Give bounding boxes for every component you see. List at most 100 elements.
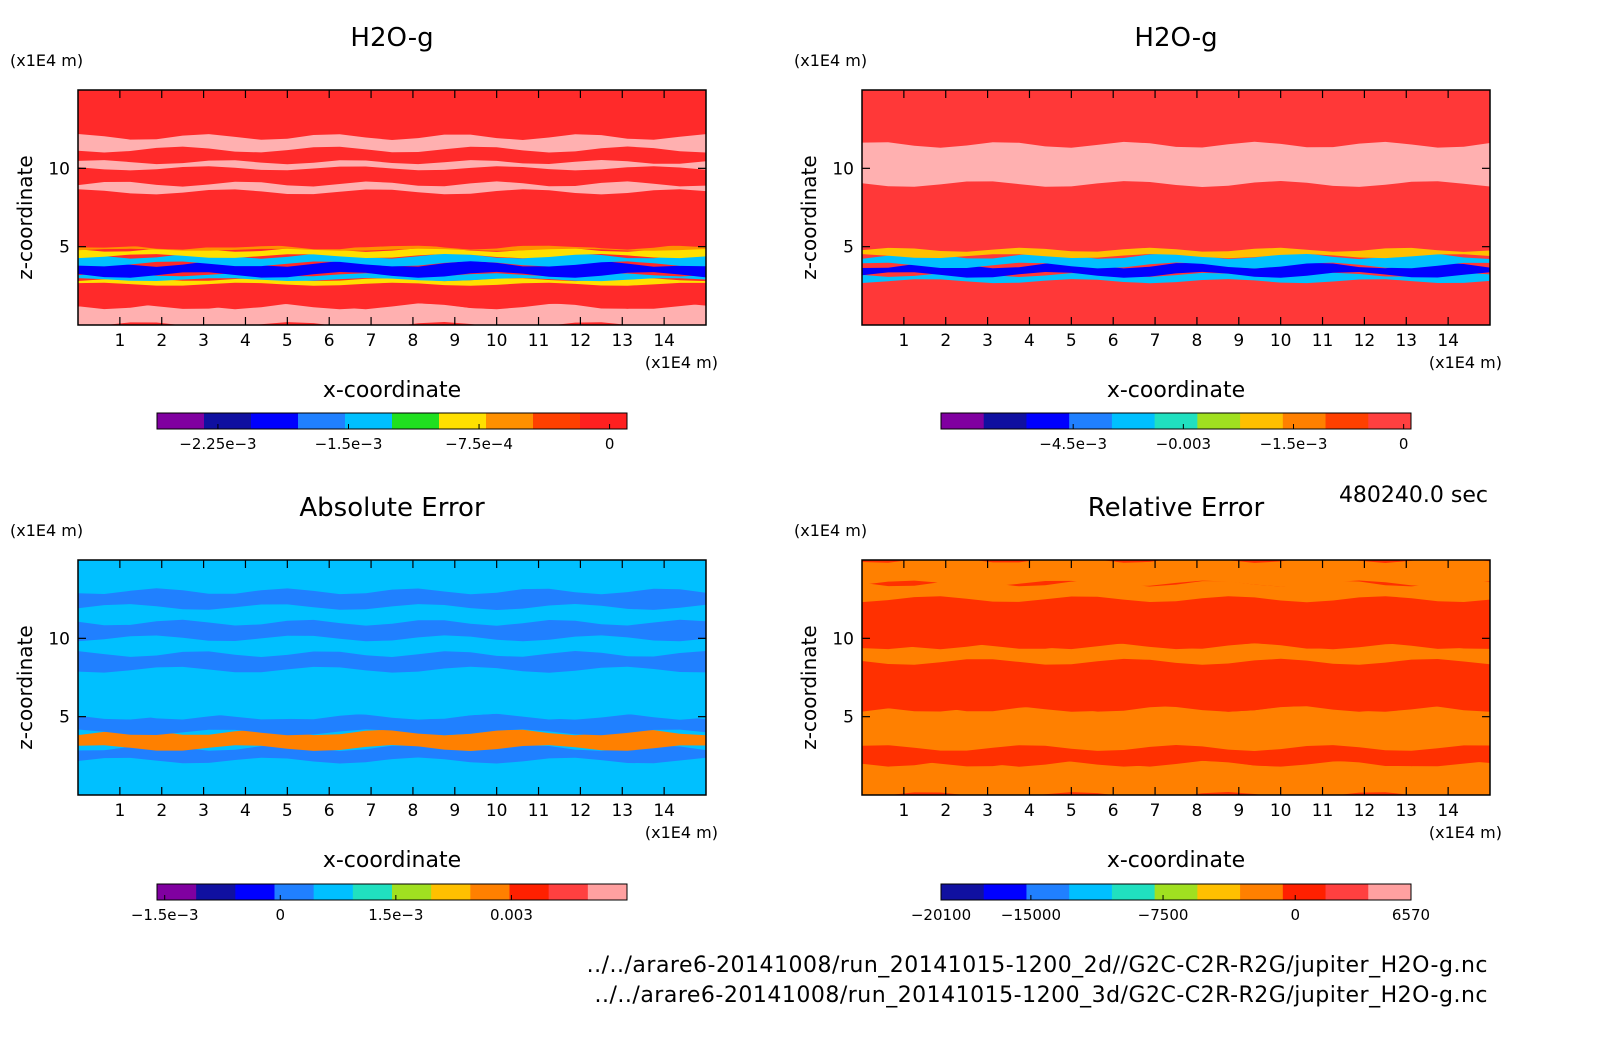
colorbar-swatch [157, 884, 197, 900]
colorbar-tick-label: −7.5e−4 [445, 435, 513, 453]
contour-band [862, 272, 1490, 284]
colorbar-swatch [983, 413, 1027, 429]
colorbar-frame [940, 412, 1412, 430]
contour-band [78, 619, 706, 642]
colorbar-swatch [983, 884, 1027, 900]
colorbar-swatch [392, 413, 440, 429]
colorbar-tick-label: −1.5e−3 [131, 906, 199, 924]
contour-band [862, 705, 1490, 751]
y-axis-label: z-coordinate [797, 155, 821, 279]
chart-panel-4: Relative Error(x1E4 m)1 2 3 4 5 6 7 8 9 10 11 12 13 1… [794, 493, 1502, 924]
colorbar-swatch [1069, 884, 1113, 900]
colorbar-swatch [1282, 413, 1327, 429]
x-tick-label: 3 [198, 331, 209, 351]
colorbar-swatch [1069, 413, 1113, 429]
contour-band [862, 560, 1490, 587]
x-unit-label: (x1E4 m) [1429, 353, 1502, 372]
x-tick-label: 14 [1437, 801, 1459, 821]
x-tick-label: 8 [408, 331, 419, 351]
colorbar-tick-label: −4.5e−3 [1039, 435, 1107, 453]
contour-band [862, 141, 1490, 187]
contour-band [78, 247, 706, 259]
contour-band [78, 757, 706, 795]
x-tick-label: 14 [1437, 331, 1459, 351]
contour-band [862, 253, 1490, 269]
y-axis-label: z-coordinate [13, 155, 37, 279]
file-path-1: ../../arare6-20141008/run_20141015-1200_… [586, 953, 1488, 978]
colorbar-tick-label: 0 [605, 435, 615, 453]
x-tick-label: 5 [1066, 801, 1077, 821]
contour-band [862, 262, 1490, 278]
colorbar-frame [156, 412, 628, 430]
colorbar-tick-label: −1.5e−3 [1260, 435, 1328, 453]
x-tick-label: 13 [611, 801, 633, 821]
contour-band [78, 281, 706, 310]
colorbar-tick-label: −1.5e−3 [315, 435, 383, 453]
x-tick-label: 12 [1354, 801, 1376, 821]
x-tick-label: 5 [1066, 331, 1077, 351]
y-tick-label: 10 [832, 159, 854, 179]
plot-frame [861, 89, 1491, 326]
x-tick-label: 8 [408, 801, 419, 821]
colorbar-tick-label: −2.25e−3 [179, 435, 256, 453]
x-tick-label: 1 [114, 801, 125, 821]
contour-band [78, 588, 706, 610]
colorbar-tick-label: 1.5e−3 [368, 906, 423, 924]
y-axis-label: z-coordinate [13, 625, 37, 749]
contour-band [862, 658, 1490, 712]
x-tick-label: 3 [198, 801, 209, 821]
x-tick-label: 2 [156, 801, 167, 821]
x-tick-label: 5 [282, 801, 293, 821]
colorbar-swatch [1026, 413, 1070, 429]
y-unit-label: (x1E4 m) [10, 521, 83, 540]
x-tick-label: 4 [240, 331, 251, 351]
contour-band [862, 745, 1490, 767]
colorbar: −1.5e−3 0 1.5e−3 0.003 [131, 883, 628, 924]
contour-band [78, 181, 706, 195]
colorbar-swatch [941, 413, 985, 429]
colorbar-swatch [587, 884, 628, 900]
chart-title: Relative Error [1088, 493, 1265, 523]
x-unit-label: (x1E4 m) [645, 353, 718, 372]
x-tick-label: 12 [1354, 331, 1376, 351]
contour-band [862, 596, 1490, 650]
colorbar-swatch [345, 413, 393, 429]
x-tick-label: 2 [940, 331, 951, 351]
contour-band [78, 729, 706, 751]
x-tick-label: 3 [982, 801, 993, 821]
y-axis-label: z-coordinate [797, 625, 821, 749]
colorbar: −20100 −15000 −7500 0 6570 [911, 883, 1430, 924]
y-tick-label: 5 [843, 708, 854, 728]
x-tick-label: 9 [1233, 801, 1244, 821]
contour-band [78, 303, 706, 325]
contour-band [862, 247, 1490, 259]
contour-band [78, 134, 706, 153]
colorbar-swatch [1111, 884, 1156, 900]
colorbar-swatch [941, 884, 985, 900]
colorbar-swatch [486, 413, 534, 429]
colorbar-swatch [1154, 884, 1198, 900]
colorbar-tick-label: −15000 [1001, 906, 1061, 924]
colorbar-swatch [1154, 413, 1198, 429]
time-label: 480240.0 sec [1338, 483, 1488, 508]
colorbar-frame [940, 883, 1412, 901]
chart-title: Absolute Error [299, 493, 485, 523]
y-tick-label: 5 [59, 708, 70, 728]
contour-bands [862, 560, 1490, 795]
colorbar-swatch [298, 413, 346, 429]
colorbar-swatch [235, 884, 275, 900]
x-tick-label: 2 [940, 801, 951, 821]
x-tick-label: 9 [449, 801, 460, 821]
contour-band [862, 580, 1490, 603]
colorbar-swatch [1026, 884, 1070, 900]
colorbar-swatch [1197, 413, 1241, 429]
x-tick-label: 10 [1270, 331, 1292, 351]
colorbar-swatch [1325, 884, 1369, 900]
colorbar-swatch [1240, 413, 1284, 429]
chart-title: H2O-g [350, 23, 433, 53]
y-tick-label: 10 [832, 629, 854, 649]
chart-panel-2: H2O-g(x1E4 m)1 2 3 4 5 6 7 8 9 10 11 12 13 14510(x1E4… [794, 23, 1502, 453]
x-axis-label: x-coordinate [1107, 378, 1245, 403]
x-tick-label: 13 [1395, 801, 1417, 821]
contour-bands [78, 588, 706, 795]
